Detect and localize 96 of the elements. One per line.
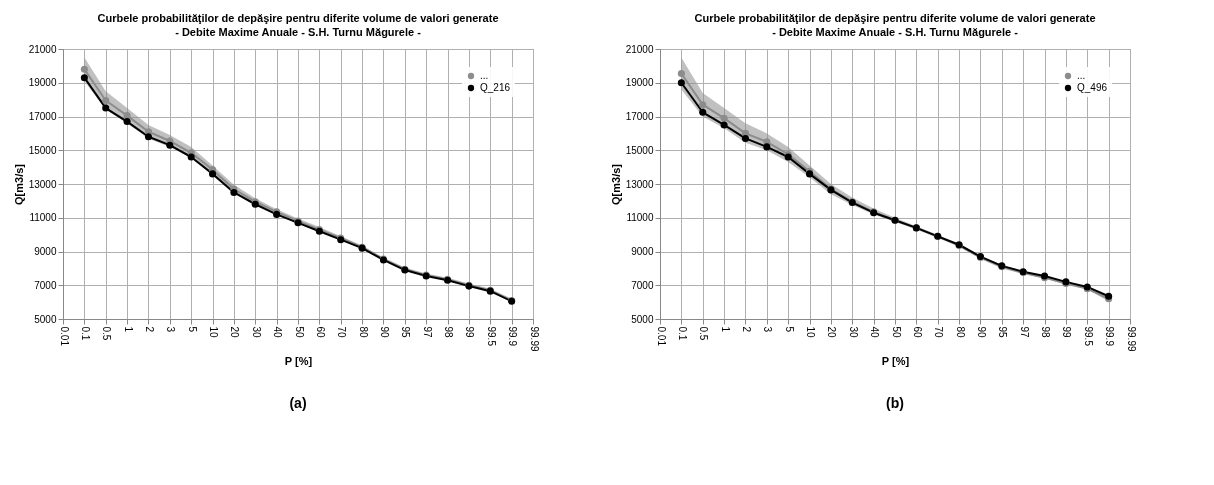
x-tick-label: 70	[336, 326, 348, 339]
x-tick-label: 99	[464, 326, 476, 339]
x-tick-label: 1	[122, 326, 134, 333]
x-tick-label: 90	[975, 326, 987, 339]
y-tick-label: 17000	[625, 111, 654, 122]
y-tick-label: 9000	[34, 246, 57, 257]
legend-label: Q_216	[480, 82, 511, 93]
x-tick-label: 60	[911, 326, 923, 339]
x-tick-label: 99.9	[1104, 326, 1116, 347]
y-tick-label: 7000	[34, 279, 57, 291]
point	[80, 74, 88, 82]
point	[699, 101, 707, 109]
y-tick-label: 15000	[28, 144, 57, 156]
point	[123, 118, 131, 126]
x-tick-label: 2	[740, 326, 752, 333]
y-axis-title: Q[m3/s]	[12, 163, 25, 205]
x-tick-label: 50	[293, 326, 305, 339]
y-tick-label: 11000	[29, 212, 57, 224]
point	[144, 133, 152, 141]
x-tick-label: 95	[997, 326, 1009, 339]
x-tick-label: 97	[1018, 326, 1030, 339]
x-tick-label: 99.99	[528, 326, 540, 352]
x-axis-title: P [%]	[284, 354, 313, 367]
x-tick-label: 3	[165, 326, 177, 333]
x-axis-title: P [%]	[881, 354, 910, 367]
x-tick-label: 30	[250, 326, 262, 339]
point	[102, 104, 110, 112]
x-tick-label: 80	[357, 326, 369, 339]
x-tick-label: 10	[805, 326, 817, 339]
x-tick-label: 0.5	[101, 326, 113, 341]
x-tick-label: 2	[143, 326, 155, 333]
y-tick-label: 5000	[34, 313, 57, 325]
chart-title: Curbele probabilităţilor de depăşire pentru diferite volume de valori generate	[97, 12, 499, 24]
point	[209, 170, 217, 178]
x-tick-label: 99.99	[1125, 326, 1137, 352]
y-tick-label: 13000	[625, 178, 654, 190]
x-tick-label: 40	[272, 326, 284, 339]
x-tick-label: 80	[954, 326, 966, 339]
chart-title: Curbele probabilităţilor de depăşire pentru diferite volume de valori generate	[694, 12, 1096, 24]
x-tick-label: 20	[229, 326, 241, 339]
point	[720, 121, 728, 129]
point	[166, 141, 174, 149]
x-tick-label: 95	[400, 326, 412, 339]
x-tick-label: 1	[719, 326, 731, 333]
point	[80, 65, 88, 73]
legend-label: Q_496	[1077, 82, 1108, 93]
y-tick-label: 11000	[626, 212, 654, 224]
x-tick-label: 99	[1061, 326, 1073, 339]
x-tick-label: 40	[869, 326, 881, 339]
x-tick-label: 0.5	[698, 326, 710, 341]
x-tick-label: 98	[1040, 326, 1052, 339]
y-axis-title: Q[m3/s]	[609, 163, 622, 205]
point	[699, 108, 707, 116]
chart-subtitle: - Debite Maxime Anuale - S.H. Turnu Măgurele -	[175, 26, 422, 38]
y-tick-label: 21000	[28, 43, 57, 55]
point	[741, 134, 749, 142]
x-tick-label: 60	[314, 326, 326, 339]
x-tick-label: 97	[421, 326, 433, 339]
y-tick-label: 19000	[28, 77, 57, 89]
point	[720, 114, 728, 122]
x-tick-label: 0.01	[58, 326, 70, 347]
point	[677, 79, 685, 87]
y-tick-label: 19000	[625, 77, 654, 89]
legend-label: ...	[1077, 70, 1086, 81]
point	[763, 143, 771, 151]
x-tick-label: 3	[762, 326, 774, 333]
point	[187, 153, 195, 161]
x-tick-label: 5	[186, 326, 198, 333]
y-tick-label: 15000	[625, 144, 654, 156]
x-tick-label: 70	[933, 326, 945, 339]
point	[677, 69, 685, 77]
legend-label: ...	[480, 70, 489, 81]
x-tick-label: 50	[890, 326, 902, 339]
y-tick-label: 9000	[631, 246, 654, 257]
chart-subtitle: - Debite Maxime Anuale - S.H. Turnu Măgurele -	[772, 26, 1019, 38]
x-tick-label: 10	[208, 326, 220, 339]
x-tick-label: 0.1	[79, 326, 91, 341]
x-tick-label: 99.9	[507, 326, 519, 347]
x-tick-label: 0.1	[676, 326, 688, 341]
point	[123, 112, 131, 120]
x-tick-label: 99.5	[485, 326, 497, 347]
x-tick-label: 5	[783, 326, 795, 333]
text: (b)	[886, 395, 904, 411]
y-tick-label: 17000	[28, 111, 57, 122]
x-tick-label: 20	[826, 326, 838, 339]
text: (a)	[289, 395, 307, 411]
x-tick-label: 0.01	[655, 326, 667, 347]
y-tick-label: 7000	[631, 279, 654, 291]
x-tick-label: 99.5	[1082, 326, 1094, 347]
x-tick-label: 98	[443, 326, 455, 339]
y-tick-label: 13000	[28, 178, 57, 190]
x-tick-label: 90	[378, 326, 390, 339]
x-tick-label: 30	[847, 326, 859, 339]
y-tick-label: 21000	[625, 43, 654, 55]
point	[102, 96, 110, 104]
y-tick-label: 5000	[631, 313, 654, 325]
